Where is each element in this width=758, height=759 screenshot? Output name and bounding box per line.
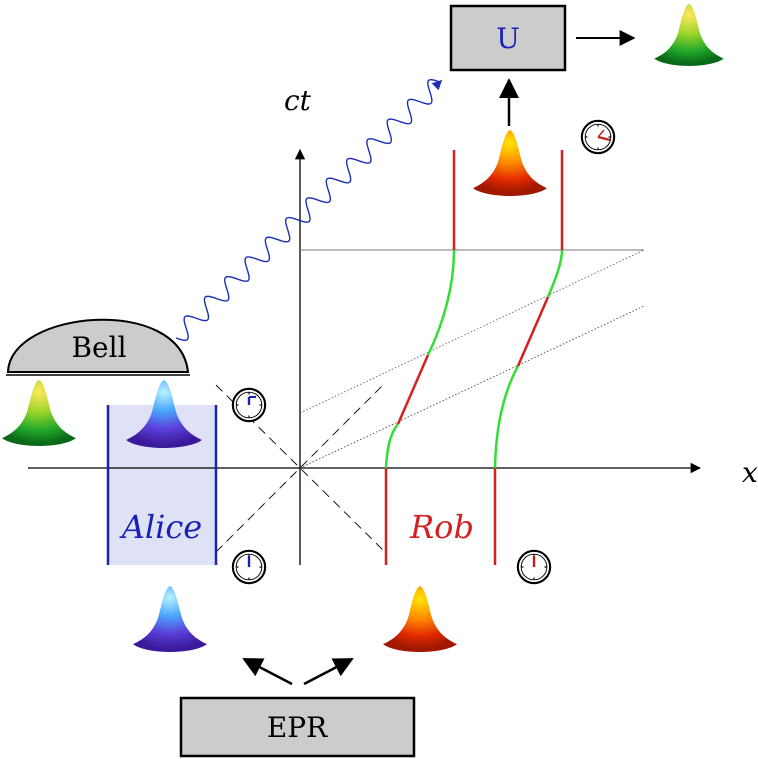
rob-worldline-left: [384, 150, 456, 565]
bell-label: Bell: [71, 331, 126, 364]
simultaneity-line: [299, 249, 645, 414]
u-box: U: [449, 4, 567, 72]
x-axis-label: x: [742, 456, 758, 489]
epr-to-alice-arrow: [242, 657, 293, 686]
rob-worldline-right: [493, 150, 564, 565]
u-label: U: [496, 22, 520, 55]
light-cone-line: [215, 384, 386, 553]
wavepacket-blob-icon: [654, 3, 724, 66]
epr-label: EPR: [267, 711, 328, 744]
wavepacket-blob-icon: [133, 585, 207, 652]
ct-axis-label: ct: [284, 84, 312, 117]
clock-icon: [580, 119, 616, 155]
clock-icon: [516, 549, 552, 585]
rob-label: Rob: [409, 508, 474, 546]
photon-arrowhead: [431, 79, 443, 91]
photon-wave-icon: [175, 79, 441, 341]
epr-to-rob-arrow: [303, 657, 354, 686]
clock-icon: [231, 549, 267, 585]
wavepacket-blob-icon: [473, 129, 547, 196]
bell-dome: Bell: [6, 318, 190, 376]
wavepacket-blob-icon: [383, 585, 457, 652]
alice-label: Alice: [119, 508, 202, 546]
epr-box: EPR: [179, 696, 416, 758]
light-cone-line: [215, 382, 386, 553]
clock-icon: [231, 387, 267, 423]
wavepacket-blob-icon: [2, 379, 76, 446]
simultaneity-line: [299, 305, 645, 469]
